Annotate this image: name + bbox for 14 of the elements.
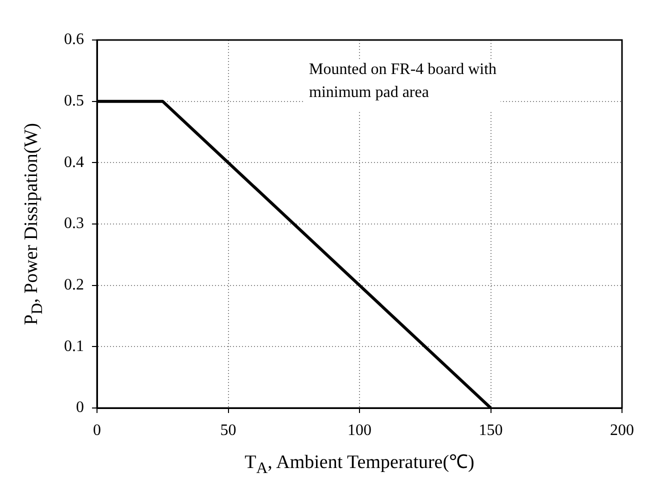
y-tick-label: 0.4 [64, 154, 84, 171]
annotation: Mounted on FR-4 board with minimum pad area [309, 61, 497, 102]
y-tick-label: 0.3 [64, 215, 84, 232]
x-tick-label: 0 [93, 422, 101, 439]
x-tick-label: 50 [220, 422, 236, 439]
x-axis-title: T$_{A}$, Ambient Temperature(℃) [244, 451, 476, 478]
x-tick-label: 200 [610, 422, 634, 439]
x-tick-label: 100 [348, 422, 372, 439]
y-tick-label: 0.6 [64, 31, 84, 48]
y-tick-label: 0.2 [64, 276, 84, 294]
y-tick-label: 0.1 [64, 338, 84, 355]
y-tick-label: 0 [76, 399, 84, 416]
x-tick-label: 150 [478, 422, 503, 439]
y-tick-label: 0.5 [64, 92, 84, 110]
